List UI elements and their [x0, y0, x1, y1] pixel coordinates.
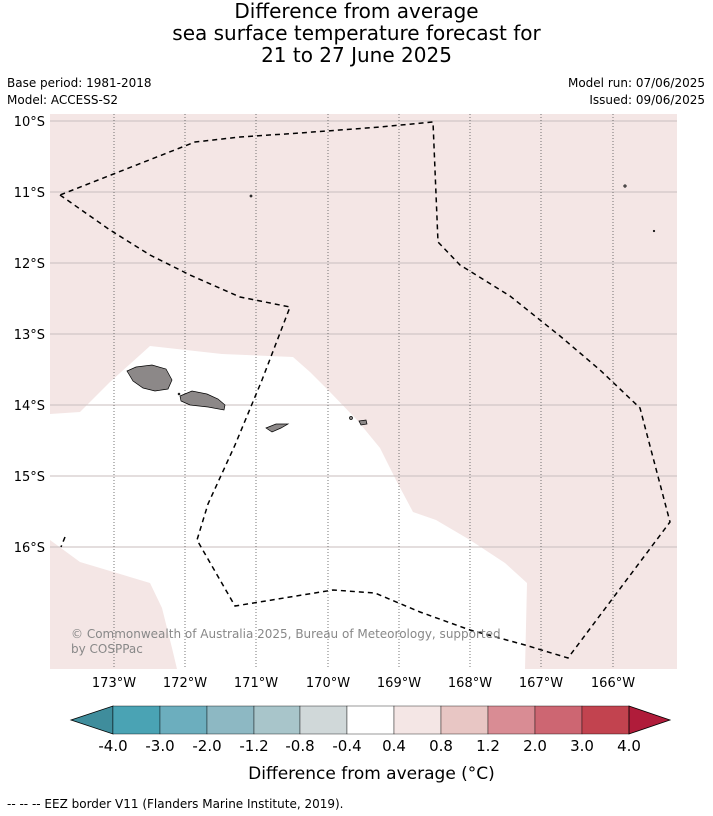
latitude-labels: 10°S 11°S 12°S 13°S 14°S 15°S 16°S — [14, 115, 45, 556]
colorbar-segment — [253, 705, 301, 735]
copyright-line-2: by COSPPac — [71, 642, 143, 656]
colorbar-tick-labels: -4.0 -3.0 -2.0 -1.2 -0.8 -0.4 0.4 0.8 1.2 2.0 3.0 4… — [98, 737, 641, 755]
colorbar-tick-label: 4.0 — [617, 737, 641, 755]
colorbar-title: Difference from average (°C) — [248, 764, 495, 784]
longitude-label: 167°W — [519, 676, 563, 691]
colorbar-segment — [393, 705, 442, 735]
ofu-island — [349, 416, 353, 420]
colorbar-arrow-low — [69, 705, 114, 735]
colorbar-segment — [440, 705, 489, 735]
colorbar-segment — [159, 705, 208, 735]
longitude-label: 173°W — [92, 676, 136, 691]
model-label: Model: ACCESS-S2 — [7, 93, 119, 107]
latitude-label: 14°S — [14, 399, 45, 414]
colorbar-tick-label: 3.0 — [570, 737, 594, 755]
colorbar — [69, 705, 672, 735]
eez-border-fragment — [60, 536, 66, 548]
colorbar-segment — [346, 705, 395, 735]
manua-island — [358, 419, 368, 426]
apolima-islet — [177, 392, 181, 396]
latitude-label: 10°S — [14, 115, 45, 130]
longitude-label: 170°W — [306, 676, 350, 691]
title-line-2: sea surface temperature forecast for — [172, 21, 541, 45]
longitude-gridlines — [113, 114, 614, 669]
meta-left: Base period: 1981-2018 Model: ACCESS-S2 — [7, 75, 152, 109]
model-run-label: Model run: 07/06/2025 — [567, 76, 705, 90]
atoll-islet-2 — [652, 229, 656, 233]
latitude-gridlines — [50, 120, 677, 548]
longitude-label: 168°W — [448, 676, 492, 691]
colorbar-tick-label: 0.8 — [429, 737, 453, 755]
neutral-anomaly-region — [50, 346, 527, 669]
copyright-line-1: © Commonwealth of Australia 2025, Bureau… — [71, 627, 501, 641]
longitude-label: 171°W — [234, 676, 278, 691]
latitude-label: 16°S — [14, 541, 45, 556]
longitude-label: 172°W — [163, 676, 207, 691]
savaii-island — [126, 364, 173, 392]
colorbar-segment — [534, 705, 583, 735]
eez-footnote: -- -- -- EEZ border V11 (Flanders Marine… — [7, 797, 344, 811]
atoll-islet-1 — [623, 184, 627, 188]
colorbar-segment — [581, 705, 630, 735]
colorbar-tick-label: -1.2 — [239, 737, 268, 755]
latitude-label: 13°S — [14, 328, 45, 343]
issued-label: Issued: 09/06/2025 — [589, 93, 705, 107]
base-period-label: Base period: 1981-2018 — [7, 76, 152, 90]
colorbar-segment — [112, 705, 161, 735]
title-line-3: 21 to 27 June 2025 — [261, 43, 452, 67]
meta-right: Model run: 07/06/2025 Issued: 09/06/2025 — [568, 75, 705, 109]
longitude-label: 169°W — [377, 676, 421, 691]
colorbar-segment — [299, 705, 348, 735]
colorbar-tick-label: -4.0 — [98, 737, 127, 755]
map-panel — [50, 114, 677, 669]
colorbar-arrow-high — [628, 705, 672, 735]
colorbar-tick-label: -0.4 — [332, 737, 361, 755]
latitude-label: 12°S — [14, 257, 45, 272]
colorbar-tick-label: 2.0 — [523, 737, 547, 755]
colorbar-tick-label: -3.0 — [145, 737, 174, 755]
tutuila-island — [265, 423, 290, 433]
title-line-1: Difference from average — [234, 0, 479, 23]
colorbar-tick-label: 1.2 — [476, 737, 500, 755]
chart-title: Difference from average sea surface temp… — [0, 0, 713, 66]
latitude-label: 15°S — [14, 470, 45, 485]
eez-border-outer — [59, 121, 671, 659]
longitude-label: 166°W — [591, 676, 635, 691]
longitude-labels: 173°W 172°W 171°W 170°W 169°W 168°W 167°W 166°W — [92, 676, 635, 691]
latitude-label: 11°S — [14, 186, 45, 201]
colorbar-segment — [206, 705, 255, 735]
colorbar-tick-label: -2.0 — [192, 737, 221, 755]
swains-island — [249, 194, 253, 198]
colorbar-tick-label: 0.4 — [382, 737, 406, 755]
colorbar-tick-label: -0.8 — [285, 737, 314, 755]
colorbar-segment — [487, 705, 536, 735]
upolu-island — [179, 390, 226, 411]
